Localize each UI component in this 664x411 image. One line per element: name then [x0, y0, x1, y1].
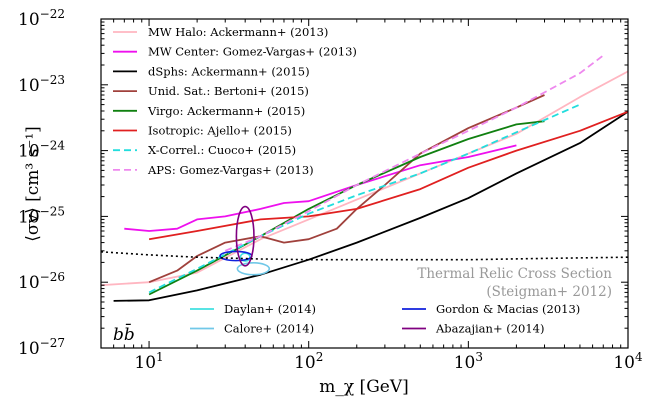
- thermal-relic-label: Thermal Relic Cross Section: [417, 266, 612, 282]
- x-tick-label: 102: [294, 350, 323, 373]
- region-legend-label: Daylan+ (2014): [224, 302, 316, 316]
- y-tick-label: 10−25: [18, 204, 65, 227]
- legend-label: APS: Gomez-Vargas+ (2013): [147, 163, 314, 177]
- legend-label: MW Halo: Ackermann+ (2013): [148, 25, 328, 39]
- tick-label-layer: 101 102 103 104 10−27 10−26 10−25 10−24 10−23 10−…: [18, 7, 643, 373]
- channel-annotation: bb̄: [113, 322, 135, 345]
- y-tick-label: 10−27: [18, 336, 65, 359]
- series-layer: [101, 54, 628, 302]
- y-tick-label: 10−22: [18, 7, 65, 30]
- series-line-7: [148, 103, 581, 294]
- series-line-3: [113, 110, 628, 302]
- legend-label: Virgo: Ackermann+ (2015): [147, 104, 305, 118]
- region-legend-label: Gordon & Macias (2013): [436, 302, 580, 316]
- series-line-4: [148, 94, 545, 284]
- y-tick-label: 10−26: [18, 270, 65, 293]
- region-legend-label: Calore+ (2014): [224, 322, 314, 336]
- legend-label: Isotropic: Ajello+ (2015): [148, 124, 292, 138]
- thermal-relic-source: (Steigman+ 2012): [486, 284, 612, 300]
- series-line-8: [224, 54, 604, 252]
- region-layer: [219, 205, 271, 276]
- plot-frame: [100, 18, 629, 349]
- series-line-6: [148, 110, 628, 241]
- series-legend: MW Halo: Ackermann+ (2013) MW Center: Gom…: [113, 25, 357, 177]
- y-axis-title: ⟨σv⟩ [cm³ s⁻¹]: [23, 126, 43, 242]
- x-tick-label: 104: [613, 350, 643, 373]
- y-tick-label: 10−24: [18, 139, 65, 162]
- legend-label: MW Center: Gomez-Vargas+ (2013): [148, 45, 357, 59]
- y-tick-label: 10−23: [18, 73, 65, 96]
- region-contour-3: [236, 262, 271, 276]
- legend-label: Unid. Sat.: Bertoni+ (2015): [148, 84, 309, 98]
- region-legend-label: Abazajian+ (2014): [435, 322, 544, 336]
- series-line-2: [124, 144, 517, 232]
- region-legend: Daylan+ (2014) Gordon & Macias (2013) Calo…: [190, 302, 580, 336]
- tick-layer: [100, 18, 629, 349]
- region-contour-4: [235, 205, 255, 267]
- thermal-relic-line: [101, 251, 628, 261]
- x-axis-title: m_χ [GeV]: [319, 377, 409, 397]
- x-tick-label: 101: [134, 350, 163, 373]
- reference-layer: [101, 251, 628, 261]
- region-contour-1: [239, 252, 251, 262]
- legend-label: X-Correl.: Cuoco+ (2015): [148, 143, 296, 157]
- x-tick-label: 103: [454, 350, 483, 373]
- legend-label: dSphs: Ackermann+ (2015): [148, 64, 310, 78]
